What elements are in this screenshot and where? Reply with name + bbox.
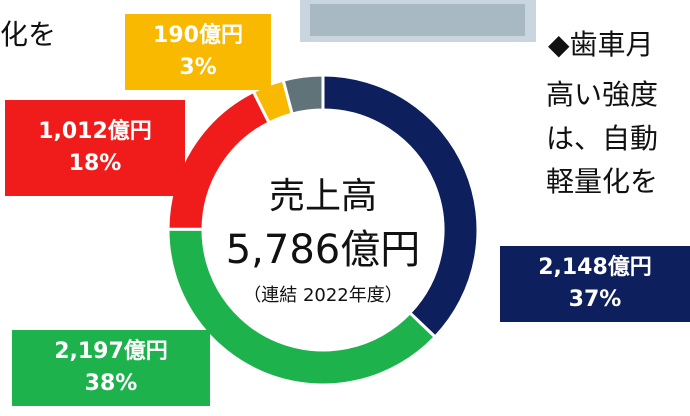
photo-machine xyxy=(310,4,525,36)
value-label: 2,148億円 xyxy=(538,254,652,280)
bg-text: 高い強度 xyxy=(546,78,658,111)
center-value: 5,786億円 xyxy=(226,227,421,273)
bg-text: ◆歯車月 xyxy=(548,28,654,61)
bg-text: 軽量化を xyxy=(546,165,658,198)
value-label: 1,012億円 xyxy=(38,118,152,144)
center-note: （連結 2022年度） xyxy=(243,285,403,306)
value-label: 2,197億円 xyxy=(54,338,168,364)
percent-label: 18% xyxy=(69,151,122,176)
label-box xyxy=(12,330,210,406)
center-title: 売上高 xyxy=(269,176,377,217)
percent-label: 37% xyxy=(569,287,622,312)
bg-text: は、自動 xyxy=(546,122,658,155)
value-label: 190億円 xyxy=(153,22,243,48)
donut-slice xyxy=(281,73,325,116)
percent-label: 3% xyxy=(179,55,216,80)
label-box xyxy=(125,14,271,90)
bg-text: 化を xyxy=(0,18,56,51)
label-box xyxy=(5,100,185,196)
percent-label: 38% xyxy=(85,371,138,396)
label-box xyxy=(500,246,690,322)
